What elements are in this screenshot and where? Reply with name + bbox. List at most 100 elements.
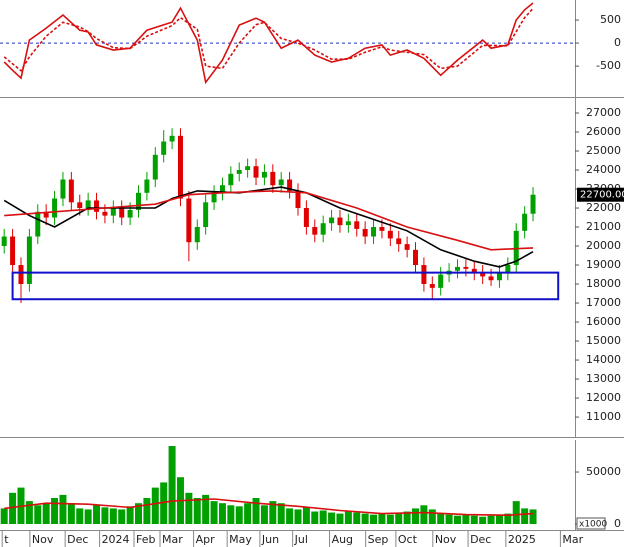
candle-body: [261, 171, 267, 178]
candle-body: [203, 202, 209, 228]
volume-bar: [151, 487, 159, 524]
volume-bar: [529, 509, 537, 524]
support-zone: [11, 271, 560, 301]
candle-body: [253, 166, 259, 178]
candle-body: [102, 211, 108, 216]
candle-body: [463, 266, 469, 269]
x-tick-label: t: [4, 533, 9, 546]
volume-bar: [244, 503, 252, 524]
volume-bar: [395, 512, 403, 524]
y-tick-label: 13000: [586, 372, 621, 385]
volume-bar: [378, 513, 386, 524]
candle-body: [110, 208, 116, 216]
candle-body: [488, 276, 494, 281]
candle-body: [429, 284, 435, 288]
volume-bar: [328, 512, 336, 524]
panel: [0, 2, 575, 85]
volume-bar: [412, 508, 420, 524]
y-tick-label: 16000: [586, 315, 621, 328]
y-tick-label: 20000: [586, 239, 621, 252]
volume-bar: [210, 501, 218, 524]
last-price-label: 22700.00: [580, 190, 624, 201]
y-tick-label: 500: [600, 13, 621, 26]
volume-bar: [160, 482, 168, 524]
line: [4, 498, 534, 517]
volume-bar: [479, 516, 487, 524]
volume-bar: [202, 494, 210, 524]
candle-body: [169, 135, 175, 142]
candle-body: [127, 209, 133, 218]
y-tick-label: 21000: [586, 220, 621, 233]
candle-body: [413, 249, 419, 266]
volume-bar: [437, 513, 445, 524]
candle-body: [278, 179, 284, 186]
panel: [0, 446, 537, 524]
volume-bar: [126, 506, 134, 524]
volume-bar: [286, 508, 294, 524]
volume-bar: [487, 515, 495, 524]
x-tick-label: Aug: [332, 533, 353, 546]
line: [4, 190, 534, 251]
volume-bar: [420, 505, 428, 524]
volume-bar: [252, 498, 260, 524]
candle-body: [60, 179, 66, 199]
candle-body: [320, 223, 326, 235]
volume-bar: [25, 501, 33, 524]
panel: [1, 128, 560, 304]
volume-bar: [311, 511, 319, 524]
candle-body: [522, 213, 528, 231]
volume-bar: [344, 511, 352, 524]
candle-body: [10, 236, 16, 266]
volume-bar: [504, 513, 512, 524]
candle-body: [454, 266, 460, 271]
y-tick-label: 50000: [586, 465, 621, 478]
candle-body: [295, 190, 301, 209]
candle-body: [496, 272, 502, 281]
candle-body: [337, 217, 343, 226]
candle-body: [438, 274, 444, 288]
volume-bar: [42, 503, 50, 524]
volume-bar: [403, 511, 411, 524]
candle-body: [303, 208, 309, 228]
volume-bar: [269, 501, 277, 524]
candle-body: [1, 236, 7, 247]
candle-body: [161, 141, 167, 155]
volume-bar: [353, 512, 361, 524]
volume-bar: [319, 510, 327, 524]
volume-bar: [93, 505, 101, 524]
candle-body: [52, 198, 58, 218]
y-tick-label: 25000: [586, 144, 621, 157]
candle-body: [77, 202, 83, 209]
x-tick-label: Jun: [261, 533, 279, 546]
candle-body: [354, 221, 360, 229]
volume-bar: [143, 498, 151, 524]
volume-bar: [84, 509, 92, 524]
candle-body: [480, 272, 486, 277]
candle-body: [362, 228, 368, 237]
line: [3, 7, 534, 72]
candle-body: [219, 185, 225, 193]
x-tick-label: 2025: [508, 533, 536, 546]
candle-body: [287, 179, 293, 191]
y-tick-label: 11000: [586, 410, 621, 423]
volume-bar: [386, 514, 394, 524]
volume-bar: [193, 498, 201, 524]
y-tick-label: 24000: [586, 163, 621, 176]
volume-bar: [101, 507, 109, 524]
x-tick-label: Dec: [67, 533, 88, 546]
x-tick-label: Mar: [562, 533, 583, 546]
volume-bar: [336, 513, 344, 524]
volume-bar: [0, 508, 8, 524]
candle-body: [43, 211, 49, 218]
candle-body: [119, 208, 125, 218]
candle-body: [396, 238, 402, 245]
candle-body: [136, 192, 142, 210]
x-tick-label: Jul: [294, 533, 308, 546]
y-tick-label: 17000: [586, 296, 621, 309]
candle-body: [530, 194, 536, 214]
x-tick-label: 2024: [102, 533, 130, 546]
unit-label: x1000: [579, 520, 608, 530]
volume-bar: [76, 508, 84, 524]
volume-bar: [445, 514, 453, 524]
